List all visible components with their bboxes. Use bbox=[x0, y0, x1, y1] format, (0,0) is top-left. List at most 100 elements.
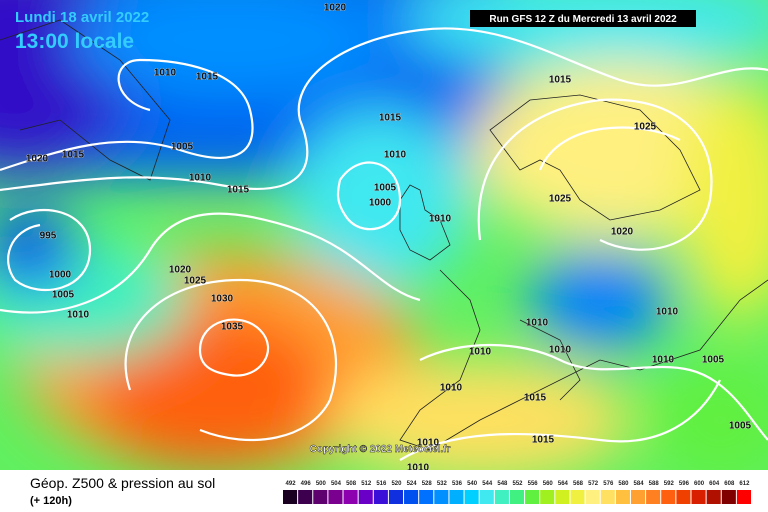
scale-label: 504 bbox=[331, 481, 342, 487]
scale-label: 604 bbox=[709, 481, 720, 487]
color-scale: 492 496 500 504 508 512 516 520 524 528 532 536 540 5… bbox=[283, 481, 751, 504]
isobar-label: 1020 bbox=[169, 265, 192, 276]
isobar-label: 1010 bbox=[417, 438, 440, 449]
isobar-label: 1035 bbox=[221, 322, 244, 333]
scale-swatch bbox=[736, 490, 751, 504]
scale-swatch bbox=[313, 490, 328, 504]
isobar-label: 1005 bbox=[702, 355, 725, 366]
scale-label: 612 bbox=[739, 481, 750, 487]
scale-label: 516 bbox=[376, 481, 387, 487]
scale-label: 608 bbox=[724, 481, 735, 487]
scale-label: 544 bbox=[482, 481, 493, 487]
scale-swatch bbox=[525, 490, 540, 504]
scale-swatch bbox=[388, 490, 404, 504]
isobar-label: 1010 bbox=[469, 347, 492, 358]
isobar-label: 1010 bbox=[656, 307, 679, 318]
scale-swatch bbox=[706, 490, 721, 504]
scale-swatch bbox=[298, 490, 313, 504]
scale-label: 492 bbox=[286, 481, 297, 487]
isobar-label: 1030 bbox=[211, 294, 234, 305]
scale-swatch bbox=[691, 490, 706, 504]
isobar-label: 1015 bbox=[196, 72, 219, 83]
isobar-label: 1010 bbox=[549, 345, 572, 356]
scale-swatch bbox=[721, 490, 736, 504]
scale-label: 524 bbox=[407, 481, 418, 487]
isobar-labels: 1020 1010 1015 1015 1005 1010 1020 1015 1015 1010… bbox=[25, 2, 752, 474]
isobar-label: 1020 bbox=[611, 227, 634, 238]
scale-label: 576 bbox=[603, 481, 614, 487]
isobar-label: 1010 bbox=[407, 463, 430, 474]
isobars bbox=[0, 27, 768, 461]
isobar-label: 1000 bbox=[49, 270, 72, 281]
scale-swatch bbox=[419, 490, 434, 504]
scale-label: 508 bbox=[346, 481, 357, 487]
isobar-label: 1005 bbox=[52, 290, 75, 301]
date: Lundi 18 avril 2022 bbox=[15, 9, 149, 26]
footer-subtitle: (+ 120h) bbox=[30, 495, 72, 507]
isobar-label: 995 bbox=[40, 231, 57, 242]
isobar-label: 1010 bbox=[652, 355, 675, 366]
scale-swatch bbox=[328, 490, 343, 504]
isobar-label: 1015 bbox=[524, 393, 547, 404]
copyright: Copyright © 2022 Meteociel.fr bbox=[310, 444, 451, 455]
scale-label: 560 bbox=[543, 481, 554, 487]
scale-label: 496 bbox=[301, 481, 312, 487]
scale-label: 512 bbox=[361, 481, 372, 487]
scale-swatch bbox=[570, 490, 585, 504]
scale-swatch bbox=[646, 490, 661, 504]
scale-swatch bbox=[358, 490, 373, 504]
scale-swatch bbox=[600, 490, 615, 504]
scale-label: 532 bbox=[437, 481, 448, 487]
footer-title: Géop. Z500 & pression au sol bbox=[30, 475, 215, 491]
time: 13:00 locale bbox=[15, 30, 134, 53]
run-box bbox=[470, 10, 696, 27]
isobar-label: 1005 bbox=[374, 183, 397, 194]
scale-label: 600 bbox=[694, 481, 705, 487]
scale-swatch bbox=[404, 490, 419, 504]
isobar-label: 1010 bbox=[526, 318, 549, 329]
run-info: Run GFS 12 Z du Mercredi 13 avril 2022 bbox=[489, 14, 677, 25]
scale-label: 500 bbox=[316, 481, 327, 487]
scale-swatch bbox=[615, 490, 630, 504]
scale-swatch bbox=[479, 490, 494, 504]
scale-swatch bbox=[630, 490, 646, 504]
isobar-label: 1010 bbox=[154, 68, 177, 79]
scale-label: 556 bbox=[528, 481, 539, 487]
scale-label: 528 bbox=[422, 481, 433, 487]
scale-swatch bbox=[283, 490, 298, 504]
scale-label: 520 bbox=[391, 481, 402, 487]
scale-swatch bbox=[585, 490, 600, 504]
scale-swatch bbox=[540, 490, 555, 504]
scale-swatch bbox=[464, 490, 479, 504]
scale-label: 584 bbox=[634, 481, 645, 487]
scale-swatch bbox=[509, 490, 525, 504]
isobar-label: 1020 bbox=[324, 3, 347, 14]
scale-label: 540 bbox=[467, 481, 478, 487]
scale-swatch bbox=[449, 490, 464, 504]
scale-label: 572 bbox=[588, 481, 599, 487]
scale-label: 596 bbox=[679, 481, 690, 487]
isobar-label: 1020 bbox=[26, 154, 49, 165]
scale-label: 536 bbox=[452, 481, 463, 487]
scale-swatch bbox=[555, 490, 570, 504]
isobar-label: 1025 bbox=[634, 122, 657, 133]
isobar-label: 1015 bbox=[549, 75, 572, 86]
scale-swatch bbox=[676, 490, 691, 504]
scale-label: 564 bbox=[558, 481, 569, 487]
map: 1020 1010 1015 1015 1005 1010 1020 1015 1015 1010… bbox=[0, 0, 768, 474]
scale-swatch bbox=[373, 490, 388, 504]
isobar-label: 1000 bbox=[369, 198, 392, 209]
scale-label: 568 bbox=[573, 481, 584, 487]
isobar-label: 1015 bbox=[532, 435, 555, 446]
isobar-label: 1010 bbox=[384, 150, 407, 161]
isobar-label: 1010 bbox=[67, 310, 90, 321]
isobar-label: 1025 bbox=[549, 194, 572, 205]
scale-label: 552 bbox=[512, 481, 523, 487]
isobar-label: 1005 bbox=[171, 142, 194, 153]
isobar-label: 1015 bbox=[227, 185, 250, 196]
scale-label: 588 bbox=[649, 481, 660, 487]
isobar-label: 1025 bbox=[184, 276, 207, 287]
isobar-label: 1010 bbox=[189, 173, 212, 184]
scale-swatch bbox=[661, 490, 676, 504]
